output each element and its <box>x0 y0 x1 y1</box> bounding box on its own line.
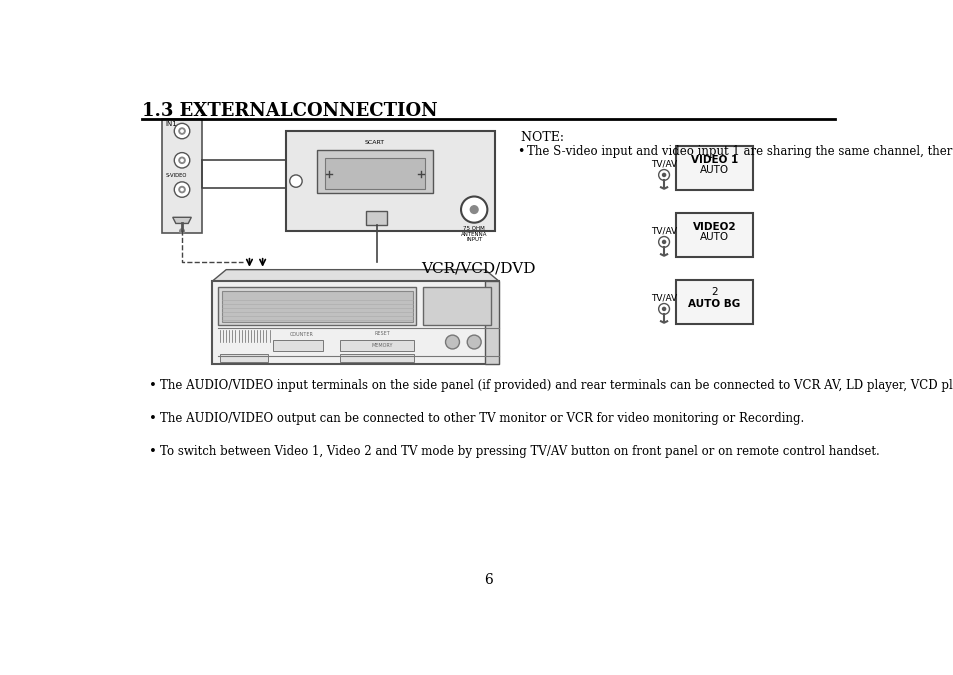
Bar <box>324 158 425 189</box>
Circle shape <box>658 169 669 180</box>
Circle shape <box>174 153 190 168</box>
Bar <box>675 146 753 190</box>
Polygon shape <box>484 281 498 364</box>
Circle shape <box>661 307 665 310</box>
Text: •: • <box>149 446 156 458</box>
Text: The AUDIO/VIDEO input terminals on the side panel (if provided) and rear termina: The AUDIO/VIDEO input terminals on the s… <box>159 379 953 392</box>
Text: AUTO BG: AUTO BG <box>688 298 740 308</box>
Text: RESET: RESET <box>375 331 390 336</box>
Text: NOTE:: NOTE: <box>517 131 563 144</box>
Circle shape <box>658 236 669 247</box>
Text: AUTO: AUTO <box>700 232 728 242</box>
Text: VCR/VCD/DVD: VCR/VCD/DVD <box>421 262 536 276</box>
Bar <box>422 287 491 325</box>
Circle shape <box>661 240 665 244</box>
Bar <box>286 131 495 231</box>
Text: •: • <box>517 145 523 158</box>
Circle shape <box>181 130 183 132</box>
Circle shape <box>181 188 183 191</box>
Circle shape <box>174 124 190 139</box>
Text: The S-video input and video input 1 are sharing the same channel, therefore cann: The S-video input and video input 1 are … <box>526 145 953 158</box>
Circle shape <box>445 335 459 349</box>
Text: TV/AV: TV/AV <box>650 160 677 169</box>
Bar <box>675 279 753 324</box>
Circle shape <box>460 196 487 223</box>
Bar <box>273 340 323 351</box>
Circle shape <box>179 229 184 234</box>
Text: VIDEO 1: VIDEO 1 <box>690 155 738 165</box>
Circle shape <box>179 186 185 192</box>
Bar <box>162 119 202 233</box>
Circle shape <box>661 173 665 176</box>
Bar <box>316 151 433 192</box>
Circle shape <box>467 335 480 349</box>
Text: 75 OHM
ANTENNA
INPUT: 75 OHM ANTENNA INPUT <box>460 225 487 242</box>
Bar <box>220 354 268 362</box>
Text: SCART: SCART <box>365 140 385 145</box>
Bar <box>221 291 413 322</box>
Polygon shape <box>212 269 498 281</box>
Bar <box>212 281 498 364</box>
Bar <box>340 354 414 362</box>
Text: 6: 6 <box>484 573 493 587</box>
Circle shape <box>470 206 477 213</box>
Text: To switch between Video 1, Video 2 and TV mode by pressing TV/AV button on front: To switch between Video 1, Video 2 and T… <box>159 446 879 458</box>
Circle shape <box>181 159 183 161</box>
Text: •: • <box>149 412 156 425</box>
Text: S-VIDEO: S-VIDEO <box>166 173 187 178</box>
Text: TV/AV: TV/AV <box>650 227 677 236</box>
Circle shape <box>174 182 190 197</box>
Circle shape <box>658 304 669 315</box>
Text: The AUDIO/VIDEO output can be connected to other TV monitor or VCR for video mon: The AUDIO/VIDEO output can be connected … <box>159 412 803 425</box>
Polygon shape <box>172 217 192 223</box>
Text: IN1: IN1 <box>166 121 177 127</box>
Circle shape <box>179 128 185 134</box>
Bar <box>218 287 416 325</box>
Circle shape <box>290 175 302 187</box>
Text: MEMORY: MEMORY <box>372 343 393 348</box>
Text: COUNTER: COUNTER <box>289 332 313 337</box>
Text: •: • <box>149 379 156 392</box>
Text: 2: 2 <box>710 287 717 297</box>
Text: VIDEO2: VIDEO2 <box>692 221 736 232</box>
Text: AUTO: AUTO <box>700 165 728 175</box>
Circle shape <box>179 157 185 163</box>
Bar <box>365 211 387 225</box>
Text: TV/AV: TV/AV <box>650 294 677 302</box>
Bar <box>340 340 414 351</box>
Text: 1.3 EXTERNALCONNECTION: 1.3 EXTERNALCONNECTION <box>142 102 437 119</box>
Bar <box>675 213 753 257</box>
